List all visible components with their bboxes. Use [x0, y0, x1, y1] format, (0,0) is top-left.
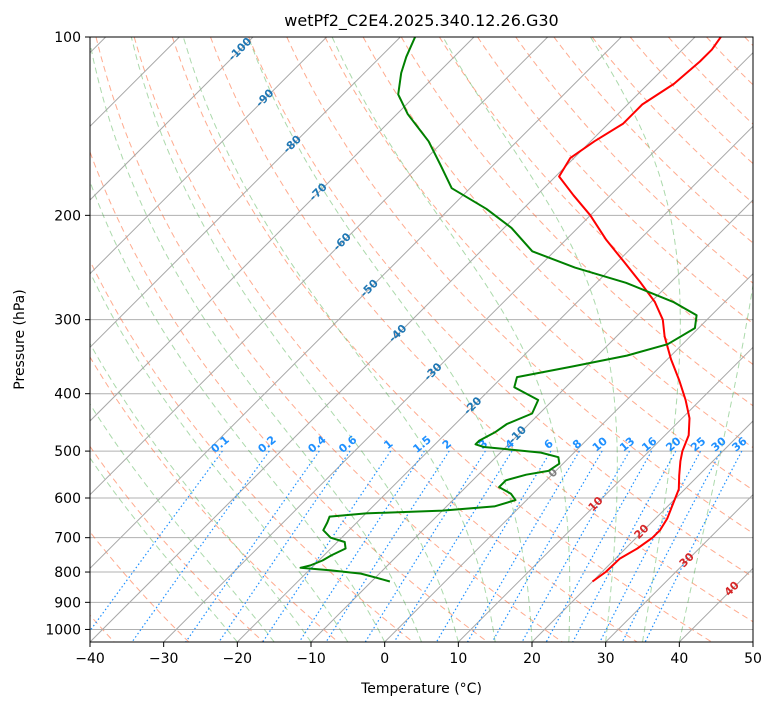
moist-adiabat [678, 282, 753, 642]
dry-adiabat [210, 37, 753, 623]
mixing-ratio-line [185, 450, 320, 642]
dewpoint-profile [299, 37, 698, 583]
dry-adiabat [515, 37, 753, 284]
isotherm-line [605, 493, 753, 642]
dry-adiabat [95, 37, 564, 642]
isotherm-line [457, 346, 753, 642]
y-axis-ticks: 100 200 300 400 500 600 700 800 900 1000 [45, 30, 90, 638]
dry-adiabat [248, 37, 753, 578]
mixing-ratio-lines [90, 450, 743, 642]
mixing-ratio-line [491, 450, 603, 642]
x-tick-label: 40 [670, 651, 688, 667]
dry-adiabat [90, 150, 489, 642]
x-tick-label: 0 [380, 651, 389, 667]
moist-adiabat [90, 403, 275, 642]
mixing-ratio-line [131, 450, 270, 642]
isobar-grid [90, 37, 753, 630]
dry-adiabat [400, 37, 753, 407]
x-tick-label: 30 [597, 651, 615, 667]
y-tick-label: 400 [54, 387, 81, 403]
temperature-profile [558, 37, 722, 583]
isotherm-line [236, 125, 753, 642]
plot-area: -100-90-80-70-60-50-40-30-20-10010203040… [90, 37, 753, 642]
dry-adiabat [90, 531, 190, 642]
x-tick-label: 50 [744, 651, 762, 667]
y-tick-label: 900 [54, 595, 81, 611]
isotherm-line [90, 37, 401, 349]
y-tick-label: 100 [54, 30, 81, 46]
sounding-profiles [299, 37, 722, 583]
y-tick-label: 1000 [45, 622, 81, 638]
x-axis-label: Temperature (°C) [360, 681, 482, 697]
moist-adiabat [90, 40, 422, 642]
moist-adiabat [442, 37, 618, 642]
y-tick-label: 300 [54, 313, 81, 329]
moist-adiabat [590, 37, 681, 642]
moist-adiabat [90, 271, 349, 642]
mixing-ratio-line [298, 450, 425, 642]
dry-adiabat [90, 445, 265, 642]
x-tick-label: 20 [523, 651, 541, 667]
x-tick-label: −10 [296, 651, 326, 667]
moist-adiabat [130, 37, 459, 642]
chart-title: wetPf2_C2E4.2025.340.12.26.G30 [284, 11, 558, 31]
x-axis-ticks: −40 −30 −20 −10 0 10 20 30 40 50 [75, 642, 762, 667]
isotherm-line [90, 37, 328, 275]
moist-adiabat [247, 37, 533, 642]
y-axis-label: Pressure (hPa) [12, 289, 28, 389]
dry-adiabat [171, 37, 713, 642]
mixing-ratio-line [545, 450, 653, 642]
mixing-ratio-line [218, 450, 351, 642]
isotherm-line [90, 37, 549, 496]
y-tick-label: 600 [54, 491, 81, 507]
dry-adiabat [629, 37, 753, 165]
dry-adiabat [553, 37, 753, 244]
x-tick-label: −30 [149, 651, 179, 667]
dry-adiabat [324, 37, 753, 491]
isotherm-line [531, 420, 753, 642]
x-tick-label: −40 [75, 651, 105, 667]
isotherm-line [384, 272, 753, 642]
isotherm-line [310, 199, 753, 642]
mixing-ratio-line [364, 450, 486, 642]
plot-frame [89, 36, 754, 643]
dry-adiabat [438, 37, 753, 366]
isotherm-grid [90, 37, 753, 642]
mixing-ratio-line [262, 450, 392, 642]
isotherm-line [90, 37, 475, 422]
y-tick-label: 700 [54, 531, 81, 547]
isotherm-line [90, 37, 254, 201]
mixing-ratio-line [466, 450, 580, 642]
y-tick-label: 200 [54, 208, 81, 224]
x-tick-label: −20 [223, 651, 253, 667]
y-tick-label: 800 [54, 565, 81, 581]
moist-adiabat [331, 37, 571, 642]
isotherm-line [90, 37, 696, 642]
mixing-ratio-line [521, 450, 631, 642]
dry-adiabat [90, 259, 414, 642]
isotherm-line [90, 37, 622, 570]
dry-adiabat [133, 37, 638, 642]
x-tick-label: 10 [449, 651, 467, 667]
isotherm-line [163, 51, 753, 642]
moist-adiabat [90, 457, 238, 642]
dry-adiabat [286, 37, 753, 534]
mixing-ratio-line [435, 450, 552, 642]
mixing-ratio-line [572, 450, 677, 642]
mixing-ratio-line [325, 450, 450, 642]
y-tick-label: 500 [54, 444, 81, 460]
